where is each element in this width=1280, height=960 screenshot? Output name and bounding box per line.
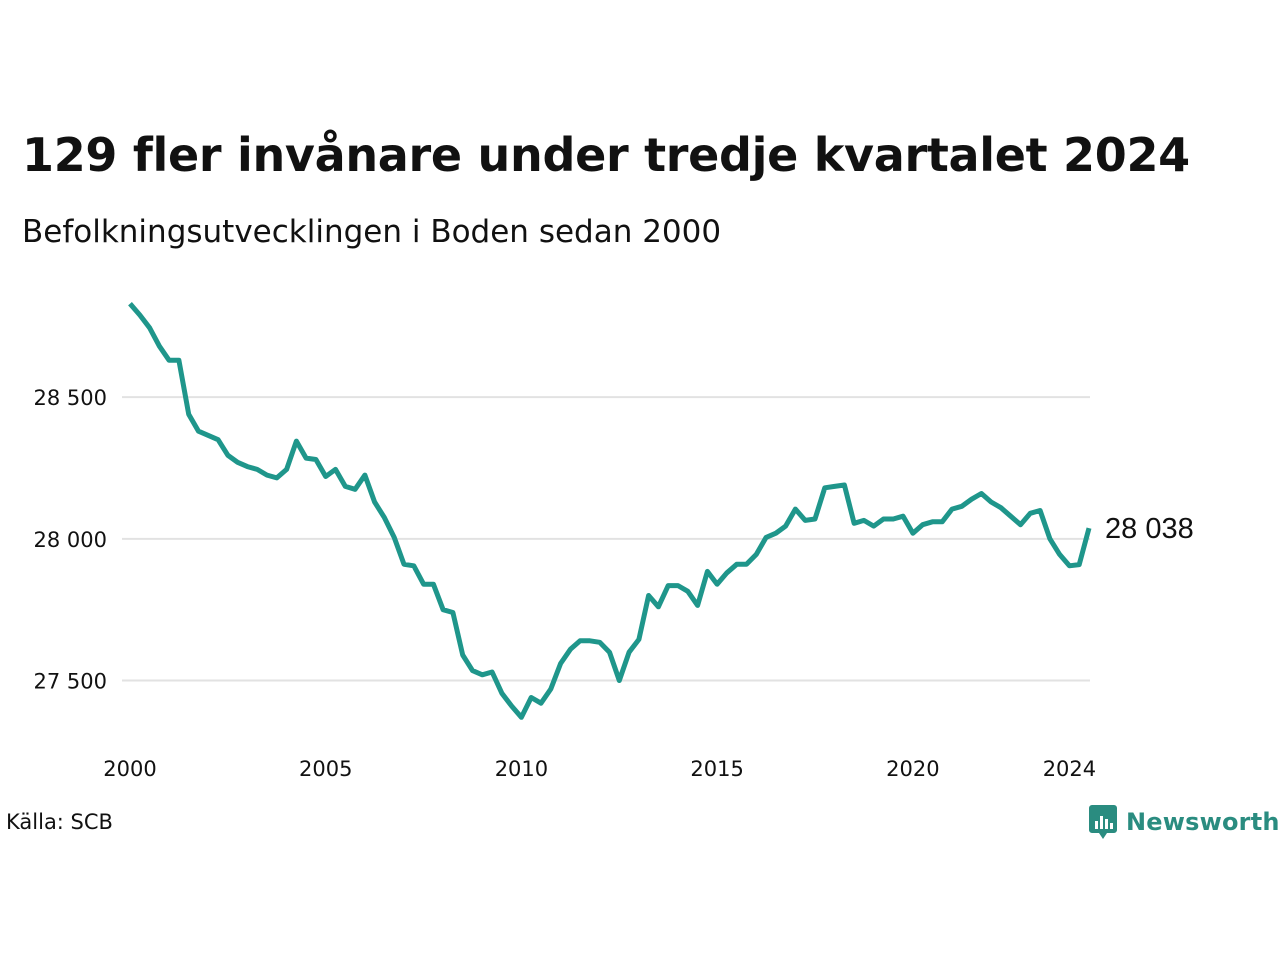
grid-lines (122, 396, 1090, 682)
source-note: Källa: SCB (6, 810, 113, 834)
y-tick-label: 28 500 (34, 386, 107, 410)
end-value-label: 28 038 (1105, 513, 1194, 545)
x-tick-label: 2024 (1043, 757, 1096, 781)
brand-name: Newsworthy (1126, 808, 1280, 836)
x-tick-label: 2015 (690, 757, 743, 781)
y-tick-label: 28 000 (34, 528, 107, 552)
x-tick-label: 2000 (103, 757, 156, 781)
chart-title: 129 fler invånare under tredje kvartalet… (22, 128, 1190, 182)
y-tick-label: 27 500 (34, 670, 107, 694)
y-axis-ticks: 27 500 28 000 28 500 (34, 386, 107, 693)
x-tick-label: 2005 (299, 757, 352, 781)
chart-subtitle: Befolkningsutvecklingen i Boden sedan 20… (22, 214, 722, 250)
newsworthy-logo: Newsworthy (1088, 803, 1280, 841)
population-series-line (128, 302, 1092, 720)
series-layer: 28 038 (128, 302, 1194, 720)
x-axis-ticks: 2000 2005 2010 2015 2020 2024 (103, 757, 1096, 781)
newsworthy-icon (1089, 805, 1117, 839)
x-tick-label: 2010 (495, 757, 548, 781)
x-tick-label: 2020 (886, 757, 939, 781)
